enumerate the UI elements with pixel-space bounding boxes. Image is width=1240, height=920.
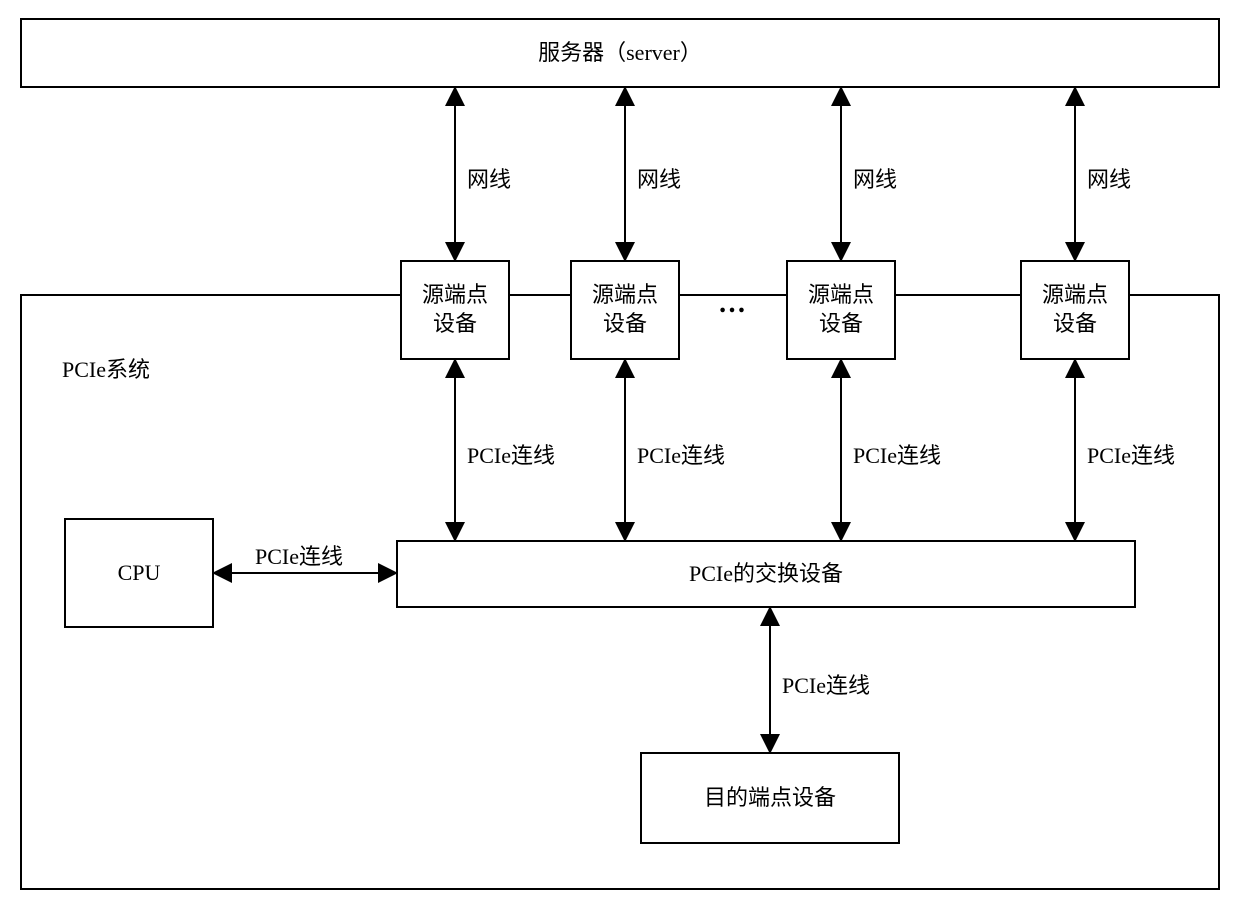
edge-label: PCIe连线 bbox=[1087, 438, 1175, 470]
edge-label: PCIe连线 bbox=[637, 438, 725, 470]
edge-label: 网线 bbox=[853, 162, 897, 194]
connectors-svg bbox=[0, 0, 1240, 920]
edge-label: PCIe连线 bbox=[467, 438, 555, 470]
edge-label: PCIe连线 bbox=[255, 539, 343, 571]
edge-label: 网线 bbox=[637, 162, 681, 194]
edge-label: PCIe连线 bbox=[853, 438, 941, 470]
edge-label: PCIe连线 bbox=[782, 668, 870, 700]
edge-label: 网线 bbox=[1087, 162, 1131, 194]
edge-label: 网线 bbox=[467, 162, 511, 194]
